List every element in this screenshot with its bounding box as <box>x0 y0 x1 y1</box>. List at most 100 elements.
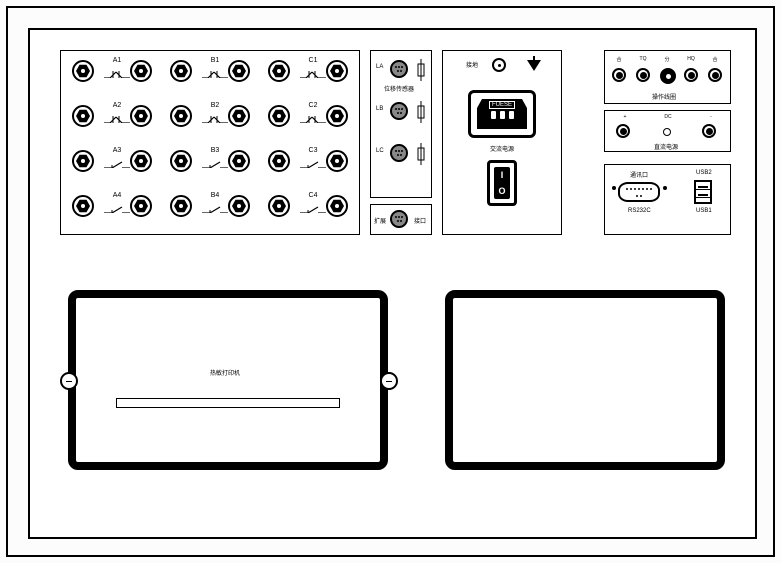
switch-icon <box>102 203 132 213</box>
op-jack-0[interactable] <box>612 68 626 82</box>
switch-icon <box>298 203 328 213</box>
jack-c3-r[interactable] <box>326 150 348 172</box>
dc-title: 直流电源 <box>654 142 678 151</box>
expand-port[interactable] <box>390 210 408 228</box>
outer-frame: A1B1C1A2B2C2A3B3C3A4B4C4 LA位移传感器LBLC扩展接口… <box>6 6 775 557</box>
channel-b2: B2 <box>170 105 260 131</box>
sensor-label-lc: LC <box>376 148 384 154</box>
jack-c1-l[interactable] <box>268 60 290 82</box>
jack-b4-r[interactable] <box>228 195 250 217</box>
ground-button[interactable] <box>492 58 506 72</box>
power-panel <box>442 50 562 235</box>
switch-icon <box>200 203 230 213</box>
jack-c1-r[interactable] <box>326 60 348 82</box>
jack-b2-r[interactable] <box>228 105 250 127</box>
breaker-icon <box>102 68 132 78</box>
dc-pos-jack[interactable] <box>616 124 630 138</box>
channel-a4: A4 <box>72 195 162 221</box>
sensor-label-la: LA <box>376 64 383 70</box>
channel-label: C3 <box>298 147 328 154</box>
usb-ports[interactable] <box>694 180 712 204</box>
sensor-port-lb[interactable] <box>390 102 408 120</box>
sensor-title: 位移传感器 <box>384 84 414 93</box>
fuse-icon <box>416 101 426 123</box>
breaker-icon <box>200 68 230 78</box>
jack-a4-r[interactable] <box>130 195 152 217</box>
breaker-icon <box>298 113 328 123</box>
channel-label: A4 <box>102 192 132 199</box>
channel-label: A2 <box>102 102 132 109</box>
channel-c1: C1 <box>268 60 358 86</box>
jack-b3-r[interactable] <box>228 150 250 172</box>
dc-pos-label: + <box>620 114 630 120</box>
fuse-label: FUESE <box>489 101 515 109</box>
comm-title: 通讯口 <box>630 170 648 179</box>
channel-label: B4 <box>200 192 230 199</box>
channel-c3: C3 <box>268 150 358 176</box>
channel-b1: B1 <box>170 60 260 86</box>
op-jack-3[interactable] <box>684 68 698 82</box>
rocker-switch[interactable]: I O <box>487 160 517 206</box>
jack-c2-r[interactable] <box>326 105 348 127</box>
op-jack-1[interactable] <box>636 68 650 82</box>
rs232-label: RS232C <box>628 208 651 214</box>
printer-slot: 热敏打印机 <box>68 290 388 470</box>
jack-b2-l[interactable] <box>170 105 192 127</box>
switch-icon <box>102 158 132 168</box>
expand-label-l: 扩展 <box>374 216 386 225</box>
usb1-label: USB1 <box>696 208 712 214</box>
operation-title: 操作线圈 <box>652 92 676 101</box>
switch-icon <box>298 158 328 168</box>
printer-clip-right <box>380 372 398 390</box>
jack-a1-l[interactable] <box>72 60 94 82</box>
channel-c2: C2 <box>268 105 358 131</box>
channel-b4: B4 <box>170 195 260 221</box>
op-label-1: TQ <box>634 56 652 62</box>
channel-a2: A2 <box>72 105 162 131</box>
dc-neg-jack[interactable] <box>702 124 716 138</box>
jack-c4-r[interactable] <box>326 195 348 217</box>
iec-socket[interactable]: FUESE <box>468 90 536 138</box>
jack-c3-l[interactable] <box>268 150 290 172</box>
display-slot <box>445 290 725 470</box>
dc-indicator <box>663 128 671 136</box>
jack-a2-r[interactable] <box>130 105 152 127</box>
channel-label: C4 <box>298 192 328 199</box>
ac-label: 交流电源 <box>490 144 514 153</box>
ground-label: 接地 <box>466 60 478 69</box>
op-label-4: 合 <box>706 56 724 63</box>
jack-b1-r[interactable] <box>228 60 250 82</box>
jack-a4-l[interactable] <box>72 195 94 217</box>
fuse-icon <box>416 59 426 81</box>
paper-slot <box>116 398 340 408</box>
jack-c2-l[interactable] <box>268 105 290 127</box>
jack-a2-l[interactable] <box>72 105 94 127</box>
breaker-icon <box>200 113 230 123</box>
channel-c4: C4 <box>268 195 358 221</box>
channel-label: B3 <box>200 147 230 154</box>
inner-frame: A1B1C1A2B2C2A3B3C3A4B4C4 LA位移传感器LBLC扩展接口… <box>28 28 757 539</box>
op-jack-2[interactable] <box>660 68 676 84</box>
channel-a3: A3 <box>72 150 162 176</box>
sensor-port-lc[interactable] <box>390 144 408 162</box>
jack-b4-l[interactable] <box>170 195 192 217</box>
usb2-label: USB2 <box>696 170 712 176</box>
jack-c4-l[interactable] <box>268 195 290 217</box>
fuse-icon <box>416 143 426 165</box>
sensor-port-la[interactable] <box>390 60 408 78</box>
switch-icon <box>200 158 230 168</box>
op-label-2: 分 <box>658 56 676 63</box>
printer-title: 热敏打印机 <box>210 368 240 377</box>
jack-a3-r[interactable] <box>130 150 152 172</box>
jack-a3-l[interactable] <box>72 150 94 172</box>
channel-a1: A1 <box>72 60 162 86</box>
channel-label: A1 <box>102 57 132 64</box>
channel-label: C2 <box>298 102 328 109</box>
jack-b1-l[interactable] <box>170 60 192 82</box>
jack-b3-l[interactable] <box>170 150 192 172</box>
jack-a1-r[interactable] <box>130 60 152 82</box>
channel-label: A3 <box>102 147 132 154</box>
op-jack-4[interactable] <box>708 68 722 82</box>
rs232-port[interactable] <box>618 182 660 202</box>
channel-label: B2 <box>200 102 230 109</box>
